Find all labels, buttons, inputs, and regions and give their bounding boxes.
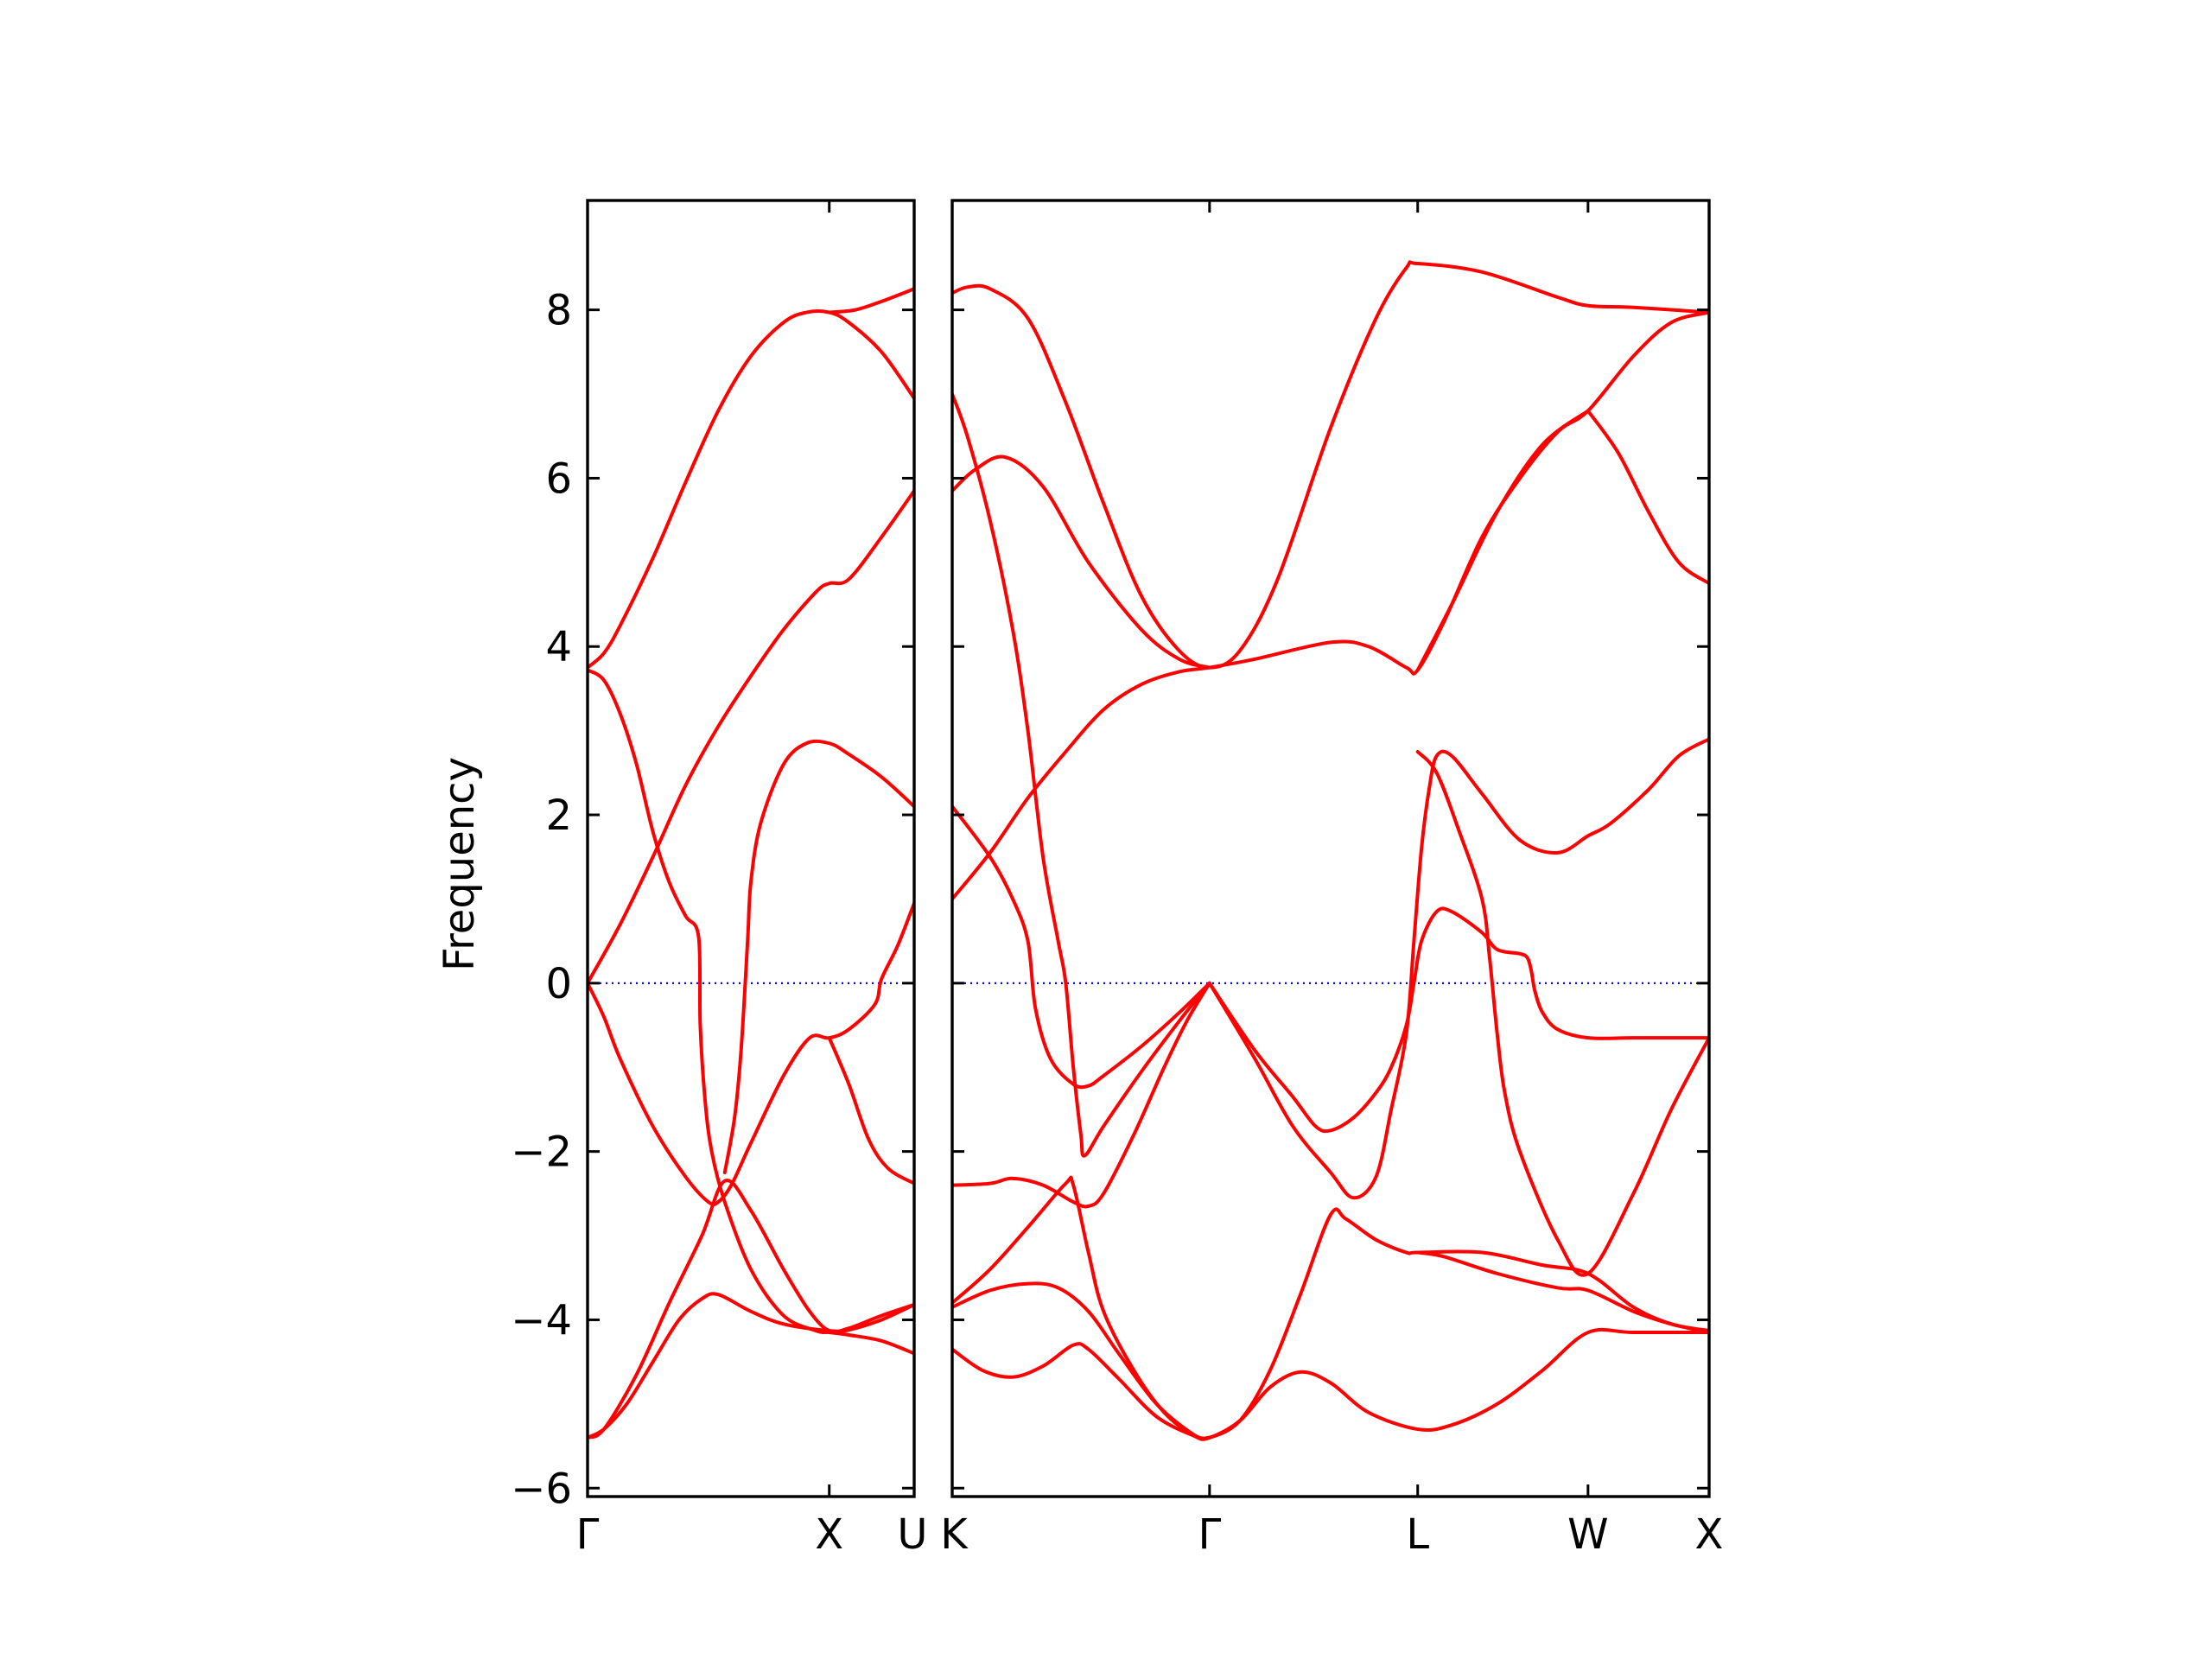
y-axis-label: Frequency	[435, 757, 484, 971]
x-tick-label: X	[1695, 1510, 1724, 1559]
band-line-12	[952, 1281, 1211, 1440]
y-tick-label: −4	[511, 1296, 572, 1344]
band-series-group	[588, 287, 914, 1440]
x-tick-label: Γ	[576, 1510, 600, 1559]
band-line-7	[1207, 906, 1709, 1134]
axes-frame	[586, 199, 916, 1498]
band-line-14	[1415, 1250, 1709, 1335]
band-series-group	[952, 260, 1709, 1441]
band-line-4	[588, 489, 914, 985]
y-tick-label: 8	[545, 287, 572, 335]
axes-frame	[950, 199, 1711, 1498]
band-line-3	[588, 901, 914, 1207]
y-tick-label: −2	[511, 1128, 572, 1177]
x-tick-label: Γ	[1198, 1510, 1221, 1559]
x-tick-label: U	[897, 1510, 927, 1559]
band-line-13	[952, 1327, 1709, 1441]
panel-gamma-x-u: −6 −4 −2 0 2 4 6 8 Γ X U	[511, 199, 928, 1559]
y-tick-label: 2	[545, 791, 572, 840]
band-line-11	[952, 1175, 1709, 1441]
band-line-8	[827, 1036, 914, 1185]
x-tick-label: W	[1567, 1510, 1608, 1559]
band-line-7	[722, 739, 914, 1174]
band-line-6	[588, 1179, 914, 1440]
y-tick-label: 6	[545, 454, 572, 503]
band-line-1	[588, 309, 914, 670]
y-tick-label: −6	[511, 1465, 572, 1513]
band-line-6	[952, 804, 1211, 1090]
band-line-15	[1586, 409, 1709, 586]
band-line-5	[952, 392, 1211, 1158]
band-line-10	[952, 981, 1211, 1209]
band-line-2	[952, 454, 1211, 670]
band-line-1	[952, 260, 1709, 670]
y-tick-label: 0	[545, 960, 572, 1008]
band-line-4	[1415, 409, 1590, 672]
x-tick-label: L	[1406, 1510, 1429, 1559]
y-tick-label: 4	[545, 623, 572, 671]
band-line-9	[827, 287, 914, 315]
x-tick-label: K	[940, 1510, 969, 1559]
x-tick-label: X	[815, 1510, 843, 1559]
band-line-9	[1415, 749, 1709, 1277]
band-line-8	[1207, 737, 1709, 1200]
